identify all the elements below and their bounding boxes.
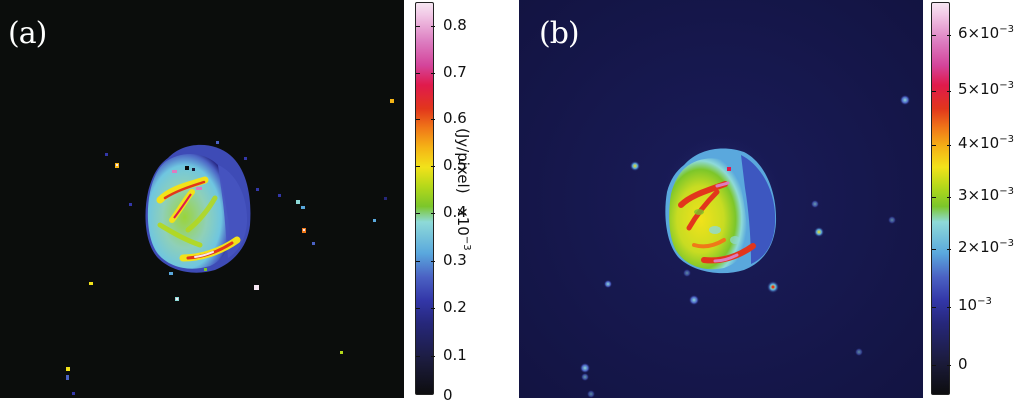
colorbar-tick bbox=[416, 308, 435, 309]
colorbar-tick bbox=[416, 166, 435, 167]
image-panel-a: (a) bbox=[0, 0, 404, 398]
colorbar-a-tick-label: 0.5 bbox=[443, 156, 467, 174]
colorbar-b-tick-label: 3×10−3 bbox=[958, 186, 1014, 204]
colorbar-tick bbox=[416, 119, 435, 120]
tick-base: 10 bbox=[958, 296, 978, 314]
colorbar-a-tick-label: 0.7 bbox=[443, 63, 467, 81]
tick-exp: −3 bbox=[999, 24, 1014, 35]
colorbar-a-tick-label: 0.8 bbox=[443, 16, 467, 34]
colorbar-a-tick-label: 0.6 bbox=[443, 109, 467, 127]
colorbar-tick bbox=[932, 145, 951, 146]
colorbar-b-tick-label: 5×10−3 bbox=[958, 80, 1014, 98]
colorbar-a-tick-label: 0.1 bbox=[443, 346, 467, 364]
nebula-image-a bbox=[66, 99, 394, 395]
image-panel-b: (b) bbox=[519, 0, 923, 398]
tick-exp: −3 bbox=[999, 238, 1014, 249]
tick-base: 4×10 bbox=[958, 134, 1000, 152]
colorbar-b-tick-label: 6×10−3 bbox=[958, 24, 1014, 42]
tick-base: 6×10 bbox=[958, 24, 1000, 42]
colorbar-a-tick-label: 0.3 bbox=[443, 251, 467, 269]
panel-label-b: (b) bbox=[539, 16, 580, 51]
colorbar-b bbox=[931, 2, 951, 395]
colorbar-tick bbox=[416, 213, 435, 214]
colorbar-b-tick-label: 4×10−3 bbox=[958, 134, 1014, 152]
colorbar-tick bbox=[416, 73, 435, 74]
colorbar-a-tick-label: 0.2 bbox=[443, 298, 467, 316]
tick-base: 3×10 bbox=[958, 186, 1000, 204]
panel-label-a: (a) bbox=[8, 16, 47, 51]
colorbar-a-tick-label: 0 bbox=[443, 386, 453, 404]
tick-base: 2×10 bbox=[958, 238, 1000, 256]
tick-exp: −3 bbox=[999, 186, 1014, 197]
colorbar-tick bbox=[416, 26, 435, 27]
colorbar-tick bbox=[416, 261, 435, 262]
colorbar-b-tick-label: 0 bbox=[958, 355, 968, 373]
colorbar-b-tick-label: 10−3 bbox=[958, 296, 992, 314]
colorbar-a-multiplier-exp: −3 bbox=[461, 235, 472, 251]
colorbar-tick bbox=[932, 307, 951, 308]
colorbar-tick bbox=[932, 91, 951, 92]
colorbar-a-title: (Jy/pixel) x10−3 bbox=[454, 128, 472, 251]
colorbar-a-unit: (Jy/pixel) bbox=[454, 128, 472, 194]
tick-base: 0 bbox=[958, 355, 968, 373]
colorbar-b-tick-label: 2×10−3 bbox=[958, 238, 1014, 256]
colorbar-tick bbox=[416, 356, 435, 357]
tick-exp: −3 bbox=[999, 134, 1014, 145]
colorbar-a-tick-label: 0.4 bbox=[443, 203, 467, 221]
colorbar-tick bbox=[932, 35, 951, 36]
colorbar-tick bbox=[932, 365, 951, 366]
colorbar-a bbox=[415, 2, 435, 395]
tick-exp: −3 bbox=[977, 296, 992, 307]
tick-exp: −3 bbox=[999, 80, 1014, 91]
tick-base: 5×10 bbox=[958, 80, 1000, 98]
colorbar-a-multiplier: x10 bbox=[454, 207, 472, 236]
colorbar-tick bbox=[932, 249, 951, 250]
nebula-image-b bbox=[519, 0, 923, 398]
colorbar-tick bbox=[932, 197, 951, 198]
